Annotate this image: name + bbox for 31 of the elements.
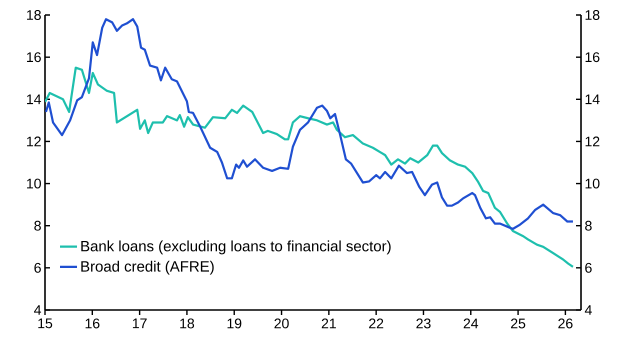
x-tick-label: 26 <box>558 318 573 328</box>
y-tick-label: 6 <box>34 262 41 273</box>
y2-tick-label: 6 <box>585 262 592 273</box>
x-tick-label: 22 <box>369 318 384 328</box>
y-tick-label: 10 <box>27 178 41 189</box>
y-tick-label: 14 <box>27 94 42 104</box>
y-tick-label: 16 <box>27 52 41 62</box>
x-tick-label: 16 <box>86 318 100 328</box>
x-tick-label: 20 <box>274 318 289 328</box>
y-tick-label: 12 <box>27 136 41 146</box>
x-tick-label: 23 <box>416 318 431 328</box>
x-tick-label: 18 <box>180 318 194 328</box>
y2-tick-label: 10 <box>586 178 600 189</box>
y2-tick-label: 14 <box>586 94 600 104</box>
x-tick-label: 25 <box>511 318 526 328</box>
y2-tick-label: 8 <box>585 220 592 231</box>
y2-tick-label: 16 <box>586 52 600 62</box>
x-tick-label: 17 <box>132 318 147 328</box>
y2-tick-label: 12 <box>586 136 600 146</box>
x-tick-label: 15 <box>38 318 52 328</box>
x-tick-label: 24 <box>464 318 478 328</box>
x-tick-label: 19 <box>228 318 242 328</box>
y2-tick-label: 18 <box>586 10 600 20</box>
line-series <box>45 18 574 230</box>
legend-label: Bank loans (excluding loans to financial sector) <box>81 240 391 254</box>
legend-label: Broad credit (AFRE) <box>81 260 214 275</box>
y2-tick-label: 4 <box>584 305 592 315</box>
y-tick-label: 4 <box>34 305 42 315</box>
y-tick-label: 18 <box>27 10 41 20</box>
y-tick-label: 8 <box>34 220 41 231</box>
x-tick-label: 21 <box>322 318 336 328</box>
